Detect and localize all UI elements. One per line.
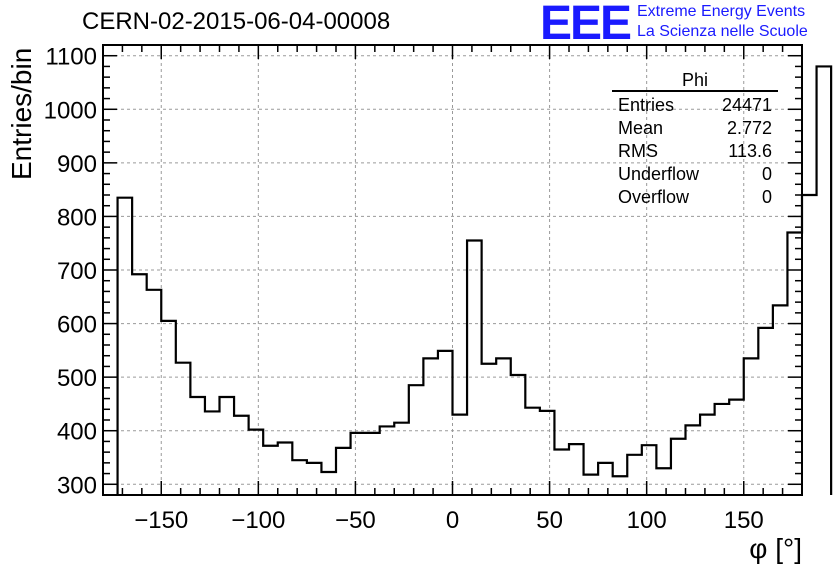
histogram-bin [656, 468, 671, 495]
histogram-bin [613, 476, 628, 495]
histogram-bin [292, 460, 307, 495]
y-axis-label: Entries/bin [6, 47, 37, 180]
histogram-bin [700, 415, 715, 495]
histogram-bin [380, 426, 395, 495]
histogram-bin [161, 321, 176, 495]
histogram-bin [686, 425, 701, 495]
histogram-bin [787, 233, 802, 496]
histogram-bin [249, 430, 264, 495]
histogram-bin [496, 358, 511, 495]
histogram-bin [802, 195, 817, 495]
histogram-bin [394, 423, 409, 495]
histogram-bin [365, 433, 380, 495]
y-tick-label: 1000 [44, 97, 97, 124]
stats-row-mean: Mean 2.772 [612, 117, 778, 140]
histogram-bin [511, 375, 526, 495]
histogram-bin [409, 385, 424, 495]
stats-label: Overflow [618, 187, 690, 207]
stats-value: 2.772 [726, 118, 772, 138]
stats-box: Phi Entries 24471 Mean 2.772 RMS 113.6 U… [612, 70, 778, 209]
histogram-bin [773, 305, 788, 495]
histogram-bin [817, 66, 832, 495]
histogram-bin [715, 404, 730, 495]
histogram-bin [453, 415, 468, 495]
histogram-bin [263, 446, 278, 495]
x-tick-label: −150 [134, 507, 188, 534]
x-tick-label: 100 [627, 507, 667, 534]
histogram-bin [234, 416, 249, 495]
stats-row-entries: Entries 24471 [612, 94, 778, 117]
histogram-bin [336, 448, 351, 495]
stats-label: Entries [618, 95, 675, 115]
histogram-bin [758, 328, 773, 495]
eee-logo: EEE [540, 0, 632, 50]
histogram-bin [438, 351, 453, 495]
y-tick-label: 700 [57, 258, 97, 285]
chart-title: CERN-02-2015-06-04-00008 [82, 8, 391, 35]
x-tick-label: −100 [231, 507, 285, 534]
grid-lines [103, 45, 802, 495]
stats-value: 24471 [721, 95, 772, 115]
histogram-bin [220, 397, 235, 495]
histogram-bin [307, 463, 322, 495]
histogram-bin [744, 358, 759, 495]
histogram-bin [642, 445, 657, 495]
histogram-bin [467, 241, 482, 495]
histogram-bin [147, 290, 162, 495]
x-tick-label: −50 [335, 507, 376, 534]
histogram-bin [132, 274, 147, 495]
stats-value: 113.6 [728, 141, 772, 161]
stats-label: Underflow [618, 164, 700, 184]
logo-caption-line1: Extreme Energy Events [637, 3, 806, 20]
x-tick-label: 50 [536, 507, 563, 534]
stats-box-title: Phi [612, 70, 778, 92]
histogram-bin [423, 358, 438, 495]
x-tick-label: 150 [724, 507, 764, 534]
histogram-bin [205, 411, 220, 495]
stats-label: RMS [618, 141, 658, 161]
histogram-bin [729, 400, 744, 495]
histogram-series [116, 65, 833, 496]
y-tick-label: 500 [57, 365, 97, 392]
y-axis: 300 400 500 600 700 800 900 1000 1100 [44, 44, 802, 499]
y-tick-label: 600 [57, 312, 97, 339]
histogram-bin [554, 449, 569, 495]
histogram-bin [525, 408, 540, 495]
histogram-outline [116, 65, 833, 495]
stats-label: Mean [618, 118, 664, 138]
logo-caption: Extreme Energy Events La Scienza nelle S… [637, 2, 808, 42]
y-tick-label: 900 [57, 151, 97, 178]
histogram-bin [627, 455, 642, 495]
logo-caption-line2: La Scienza nelle Scuole [637, 23, 808, 40]
histogram-bin [321, 472, 336, 495]
histogram-bin [598, 463, 613, 495]
histogram-bin [190, 397, 205, 495]
x-tick-label: 0 [446, 507, 459, 534]
y-tick-label: 400 [57, 419, 97, 446]
histogram-bin [671, 439, 686, 495]
histogram-bin [176, 363, 191, 495]
histogram-bin [278, 443, 293, 496]
x-axis-label: φ [°] [749, 533, 802, 564]
stats-row-underflow: Underflow 0 [612, 163, 778, 186]
y-tick-label: 300 [57, 472, 97, 499]
y-tick-label: 800 [57, 204, 97, 231]
y-tick-label: 1100 [45, 44, 97, 71]
x-axis: −150 −100 −50 0 50 100 150 [102, 45, 803, 534]
histogram-bin [351, 433, 366, 495]
histogram-bin [584, 475, 599, 495]
stats-value: 0 [761, 187, 772, 207]
histogram-bin [118, 198, 133, 495]
histogram-bin [482, 364, 497, 495]
histogram-bin [569, 444, 584, 495]
stats-row-rms: RMS 113.6 [612, 140, 778, 163]
stats-value: 0 [761, 164, 772, 184]
histogram-bin [540, 411, 555, 495]
stats-row-overflow: Overflow 0 [612, 186, 778, 209]
